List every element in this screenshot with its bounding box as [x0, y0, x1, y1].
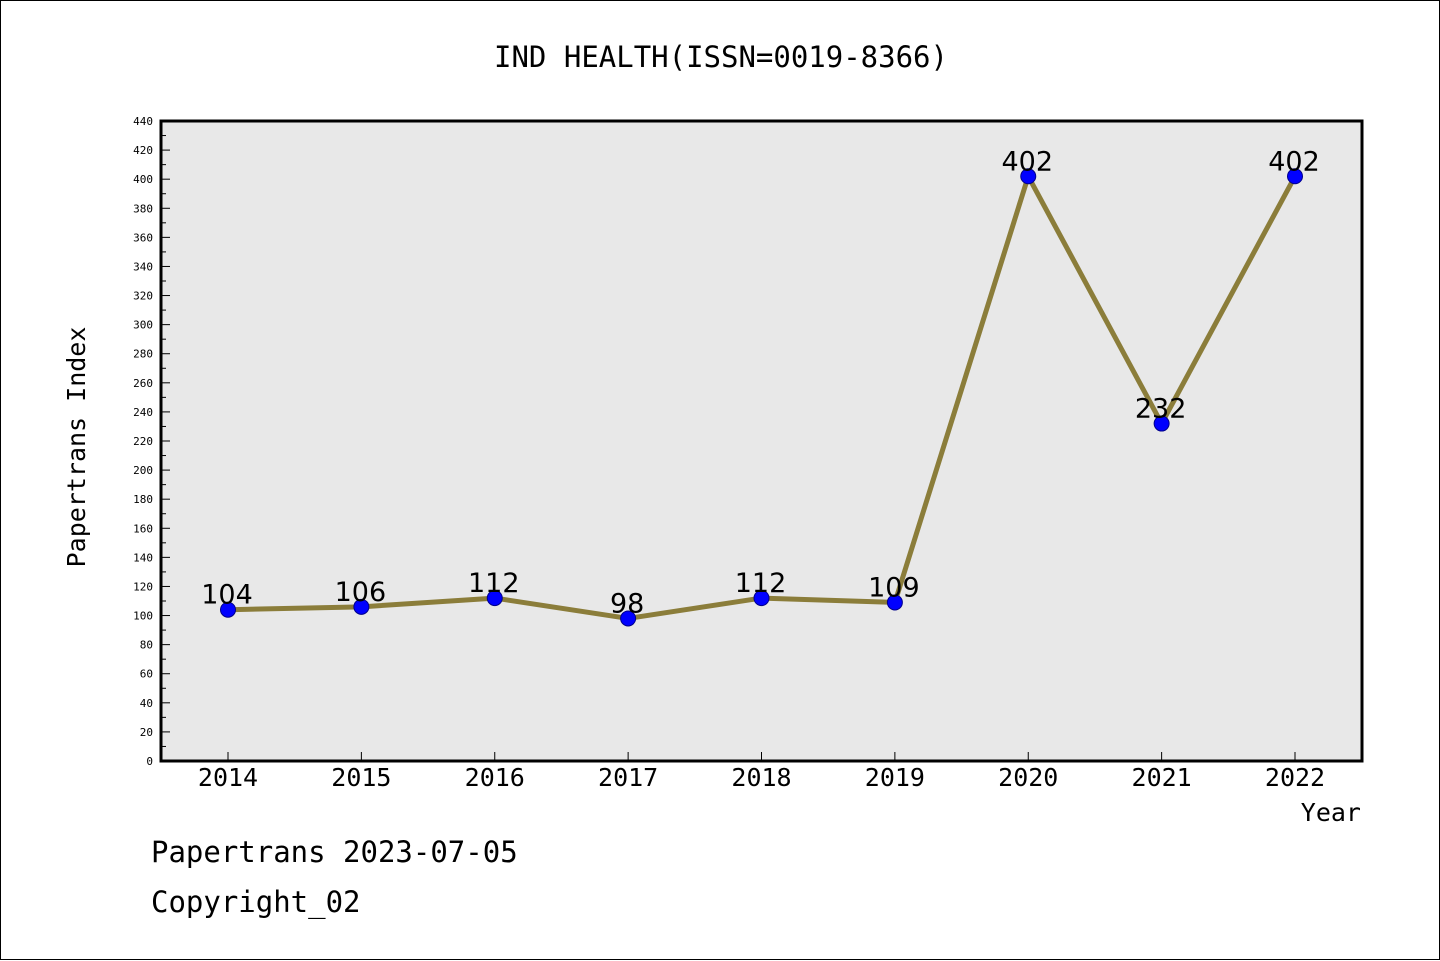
y-tick-label: 440 — [133, 115, 153, 128]
data-labels: 104 106 112 98 112 109 402 232 402 — [201, 146, 1320, 619]
data-point — [486, 590, 503, 607]
x-tick-label: 2017 — [598, 763, 658, 792]
x-tick-label: 2019 — [865, 763, 925, 792]
data-point — [353, 598, 370, 615]
y-tick-label: 0 — [146, 755, 153, 768]
y-tick-label: 220 — [133, 435, 153, 448]
y-tick-label: 100 — [133, 610, 153, 623]
y-tick-label: 380 — [133, 202, 153, 215]
footer-date: Papertrans 2023-07-05 — [151, 835, 518, 869]
plot-border — [159, 119, 1364, 763]
x-tick-label: 2016 — [465, 763, 525, 792]
y-tick-label: 200 — [133, 464, 153, 477]
data-label: 104 — [201, 580, 253, 611]
footer-copyright: Copyright_02 — [151, 885, 361, 919]
y-tick-label: 180 — [133, 493, 153, 506]
data-point — [886, 594, 903, 611]
y-tick-label: 420 — [133, 144, 153, 157]
y-tick-label: 240 — [133, 406, 153, 419]
y-tick-label: 80 — [140, 639, 153, 652]
y-axis-label: Papertrans Index — [62, 327, 91, 568]
x-tick-label: 2021 — [1132, 763, 1192, 792]
data-point — [620, 610, 637, 627]
data-label: 112 — [735, 568, 787, 599]
y-tick-label: 300 — [133, 319, 153, 332]
data-label: 106 — [335, 577, 387, 608]
data-label: 109 — [868, 572, 920, 603]
chart-title: IND HEALTH(ISSN=0019-8366) — [494, 40, 948, 74]
y-tick-label: 120 — [133, 580, 153, 593]
y-tick-label: 40 — [140, 697, 153, 710]
y-tick-label: 280 — [133, 348, 153, 361]
data-point — [1020, 168, 1037, 185]
data-label: 98 — [610, 588, 644, 619]
x-axis-label: Year — [1301, 798, 1361, 827]
y-axis-ticks: 0 20 40 60 80 100 120 140 160 180 200 220 240 260 280 3… — [133, 115, 170, 768]
y-tick-label: 400 — [133, 173, 153, 186]
y-tick-label: 360 — [133, 231, 153, 244]
x-tick-label: 2018 — [731, 763, 791, 792]
data-point — [753, 590, 770, 607]
data-point — [1287, 168, 1303, 185]
y-tick-label: 140 — [133, 551, 153, 564]
y-tick-label: 340 — [133, 260, 153, 273]
data-label: 402 — [1001, 146, 1053, 177]
data-point — [1153, 415, 1170, 432]
data-label: 232 — [1135, 394, 1187, 425]
plot-area — [161, 121, 1362, 761]
data-label: 112 — [468, 568, 520, 599]
x-tick-label: 2020 — [998, 763, 1058, 792]
y-tick-label: 20 — [140, 726, 153, 739]
x-tick-label: 2015 — [331, 763, 391, 792]
data-label: 402 — [1268, 146, 1320, 177]
x-tick-label: 2022 — [1265, 763, 1325, 792]
y-tick-label: 160 — [133, 522, 153, 535]
x-tick-label: 2014 — [198, 763, 258, 792]
data-point — [220, 601, 236, 618]
x-axis-ticks: 2014 2015 2016 2017 2018 2019 2020 2021 2022 — [198, 752, 1325, 792]
series-layer — [220, 168, 1303, 627]
y-tick-label: 60 — [140, 668, 153, 681]
y-tick-label: 260 — [133, 377, 153, 390]
y-tick-label: 320 — [133, 290, 153, 303]
